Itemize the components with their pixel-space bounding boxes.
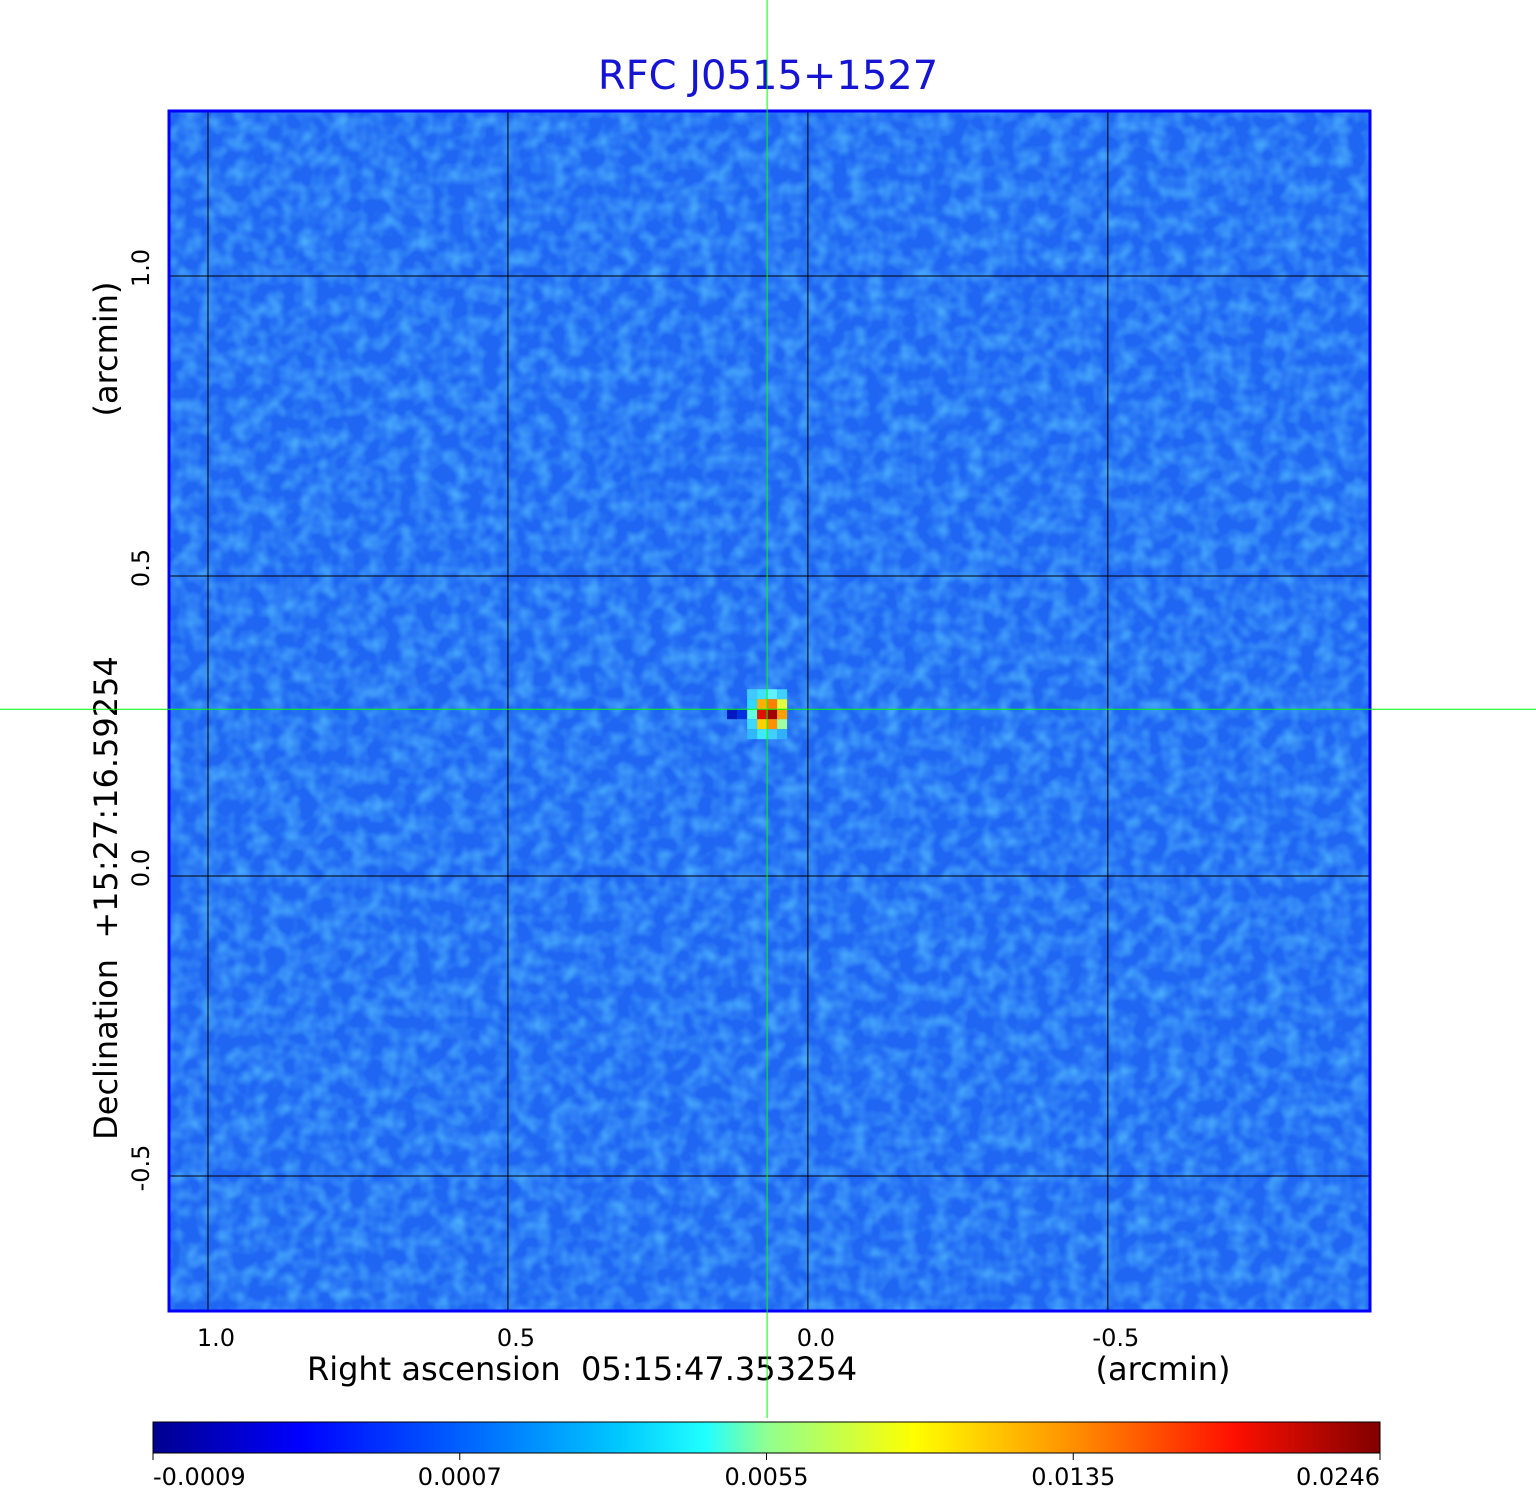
colorbar-tick-label: 0.0135 — [1031, 1463, 1115, 1491]
source-pixel — [727, 709, 738, 720]
source-pixel — [767, 729, 778, 740]
source-pixel — [747, 699, 758, 710]
x-tick-label: -0.5 — [1092, 1324, 1139, 1352]
source-pixel — [747, 689, 758, 700]
source-pixel — [767, 709, 778, 720]
source-pixel — [767, 699, 778, 710]
chart-title: RFC J0515+1527 — [598, 53, 938, 99]
source-pixel — [757, 689, 768, 700]
colorbar-tick-label: -0.0009 — [153, 1463, 246, 1491]
x-axis-label: Right ascension 05:15:47.353254 — [307, 1350, 857, 1388]
source-pixel — [757, 709, 768, 720]
y-axis-label: Declination +15:27:16.59254 — [87, 656, 125, 1140]
y-tick-label: 1.0 — [127, 249, 155, 287]
y-tick-label: 0.0 — [127, 849, 155, 887]
source-pixel — [757, 719, 768, 730]
colorbar-tick-label: 0.0055 — [725, 1463, 809, 1491]
y-axis-unit: (arcmin) — [87, 282, 125, 417]
source-pixel — [747, 709, 758, 720]
x-tick-label: 0.5 — [497, 1324, 535, 1352]
source-pixel — [757, 699, 768, 710]
marker — [0, 0, 1536, 1418]
x-axis-unit: (arcmin) — [1096, 1350, 1231, 1388]
colorbar-tick-label: 0.0246 — [1296, 1463, 1380, 1491]
source-pixel — [737, 709, 748, 720]
source-pixel — [767, 719, 778, 730]
source-pixel — [777, 729, 788, 740]
source-pixel — [777, 719, 788, 730]
colorbar — [152, 1421, 1381, 1454]
source — [727, 689, 788, 740]
source-pixel — [757, 729, 768, 740]
source-pixel — [767, 689, 778, 700]
source-pixel — [777, 699, 788, 710]
colorbar-tick-label: 0.0007 — [418, 1463, 502, 1491]
grid — [169, 111, 1370, 1311]
source-pixel — [777, 709, 788, 720]
source-pixel — [747, 729, 758, 740]
source-pixel — [777, 689, 788, 700]
source-pixel — [747, 719, 758, 730]
x-tick-label: 1.0 — [197, 1324, 235, 1352]
y-tick-label: -0.5 — [127, 1145, 155, 1192]
plot-frame — [167, 109, 1372, 1313]
y-tick-label: 0.5 — [127, 549, 155, 587]
x-tick-label: 0.0 — [797, 1324, 835, 1352]
